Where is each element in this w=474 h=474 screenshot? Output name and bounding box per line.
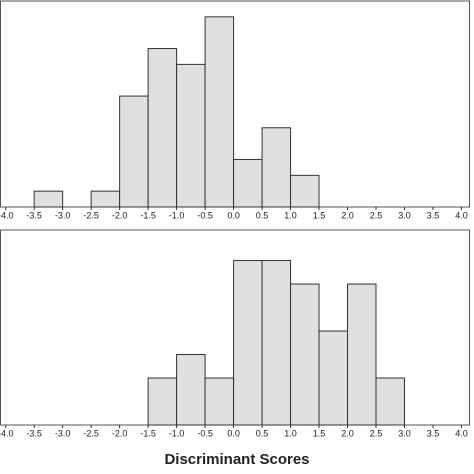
x-tick-label: 1.5 [313, 210, 326, 220]
x-tick-label: -3.0 [55, 210, 71, 220]
x-tick-label: -1.0 [169, 210, 185, 220]
x-tick-label: 2.0 [341, 210, 354, 220]
x-tick-label: -2.0 [112, 210, 128, 220]
x-tick-label: 3.0 [398, 428, 411, 438]
bar [119, 95, 149, 208]
x-tick-label: 3.5 [427, 428, 440, 438]
bar [33, 190, 64, 208]
x-tick-label: 1.5 [313, 428, 326, 438]
x-tick-label: -4.0 [0, 428, 13, 438]
x-tick-label: 4.0 [455, 210, 468, 220]
x-tick-label: -1.5 [140, 428, 156, 438]
bar [176, 63, 206, 208]
bar [204, 377, 235, 426]
bar [233, 158, 263, 208]
bar [290, 283, 320, 426]
bar [347, 283, 377, 426]
bar [176, 354, 206, 426]
bar [375, 377, 405, 426]
bar [261, 260, 292, 426]
x-tick-label: -0.5 [197, 210, 213, 220]
bar [147, 48, 178, 208]
x-tick-label: -2.5 [83, 428, 99, 438]
bar [290, 174, 320, 208]
x-axis-label: Discriminant Scores [164, 451, 309, 468]
bar [318, 330, 349, 426]
x-tick-label: -1.0 [169, 428, 185, 438]
bar [90, 190, 121, 208]
x-tick-label: 1.0 [284, 210, 297, 220]
x-tick-label: 0.5 [256, 210, 269, 220]
x-tick-label: 3.0 [398, 210, 411, 220]
x-tick-label: -3.0 [55, 428, 71, 438]
x-tick-label: -2.0 [112, 428, 128, 438]
x-tick-label: 2.5 [370, 210, 383, 220]
x-tick-label: -4.0 [0, 210, 13, 220]
x-tick-label: 3.5 [427, 210, 440, 220]
x-tick-label: -2.5 [83, 210, 99, 220]
x-tick-label: 2.0 [341, 428, 354, 438]
x-tick-label: 2.5 [370, 428, 383, 438]
bar [233, 260, 263, 426]
x-tick-label: 0.0 [227, 210, 240, 220]
x-tick-label: 1.0 [284, 428, 297, 438]
x-tick-label: -0.5 [197, 428, 213, 438]
x-tick-label: -3.5 [26, 210, 42, 220]
x-tick-label: 4.0 [455, 428, 468, 438]
bar [147, 377, 178, 426]
x-tick-label: 0.5 [256, 428, 269, 438]
x-tick-label: -3.5 [26, 428, 42, 438]
bar [261, 127, 292, 208]
bar [204, 16, 235, 208]
x-tick-label: -1.5 [140, 210, 156, 220]
x-tick-label: 0.0 [227, 428, 240, 438]
